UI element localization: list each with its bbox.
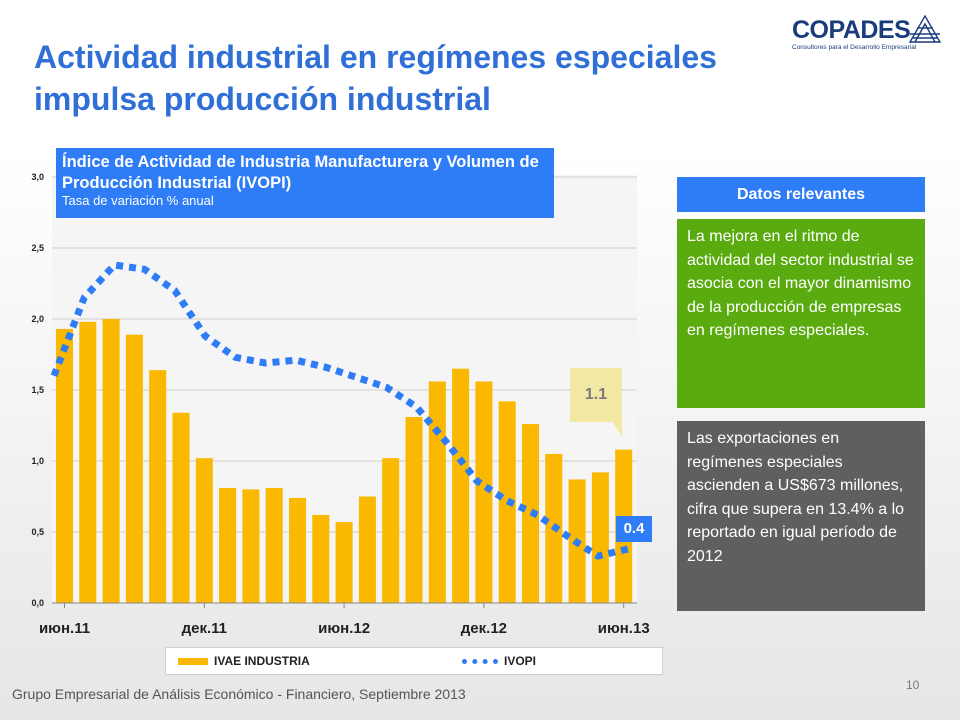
x-tick-label: июн.11 [39, 620, 90, 637]
company-logo: COPADES Consultores para el Desarrollo E… [778, 10, 950, 56]
y-tick-label: 0,5 [31, 527, 44, 537]
bar-ivae [56, 328, 73, 603]
fact-card-green: La mejora en el ritmo de actividad del s… [677, 219, 925, 408]
legend-label-ivopi: IVOPI [504, 654, 537, 668]
bar-ivae [358, 496, 376, 603]
bar-ivae [125, 334, 143, 603]
legend-label-ivae: IVAE INDUSTRIA [214, 654, 310, 668]
logo-name: COPADES [792, 16, 911, 44]
bar-ivae [289, 497, 306, 603]
bar-ivae [591, 472, 609, 603]
bar-last-value-callout: 1.1 [570, 368, 622, 422]
bar-ivae [428, 381, 446, 603]
chart-title-box: Índice de Actividad de Industria Manufac… [56, 148, 554, 218]
bar-ivae [102, 319, 120, 603]
bar-ivae [335, 522, 353, 603]
bar-ivae [172, 412, 190, 603]
bar-ivae [405, 416, 423, 603]
bar-ivae [195, 458, 213, 603]
logo-tagline: Consultores para el Desarrollo Empresari… [792, 44, 917, 51]
fact-card-gray: Las exportaciones en regímenes especiale… [677, 421, 925, 611]
line-last-value-callout: 0.4 [616, 516, 652, 542]
page-title: Actividad industrial en regímenes especi… [34, 39, 717, 117]
x-tick-label: июн.13 [598, 620, 650, 637]
x-tick-label: июн.12 [318, 620, 370, 637]
bar-ivae [382, 458, 400, 603]
y-tick-label: 0,0 [31, 598, 44, 608]
ivopi-line [50, 261, 629, 560]
bar-ivae [242, 489, 260, 603]
y-tick-label: 1,0 [31, 456, 44, 466]
y-tick-label: 3,0 [31, 172, 44, 182]
bar-ivae [149, 370, 167, 603]
chart-title: Índice de Actividad de Industria Manufac… [62, 153, 539, 192]
bar-ivae [312, 514, 330, 603]
logo-globe-icon [908, 14, 942, 43]
callout-tail [612, 421, 622, 437]
y-tick-label: 2,0 [31, 314, 44, 324]
chart: 0,0 0,5 1,0 1,5 2,0 2,5 3,0 июн.11 дек.11 июн.12… [31, 172, 650, 637]
chart-legend: IVAE INDUSTRIA IVOPI [165, 647, 663, 675]
bar-ivae [79, 321, 97, 603]
chart-subtitle: Tasa de variación % anual [62, 193, 214, 208]
y-tick-label: 2,5 [31, 243, 44, 253]
x-tick-label: дек.11 [182, 620, 227, 637]
footer-text: Grupo Empresarial de Análisis Económico … [12, 686, 466, 702]
legend-item-ivae: IVAE INDUSTRIA [178, 654, 310, 668]
legend-bar-swatch [178, 658, 208, 666]
x-tick-label: дек.12 [461, 620, 507, 637]
legend-item-ivopi: IVOPI [462, 654, 536, 668]
y-tick-label: 1,5 [31, 385, 44, 395]
legend-line-swatch [462, 659, 498, 665]
bar-ivae [265, 487, 283, 603]
bar-ivae [452, 368, 470, 603]
bar-ivae [475, 381, 493, 603]
bar-ivae [219, 487, 237, 603]
page-number: 10 [906, 678, 920, 692]
facts-header: Datos relevantes [677, 177, 925, 212]
